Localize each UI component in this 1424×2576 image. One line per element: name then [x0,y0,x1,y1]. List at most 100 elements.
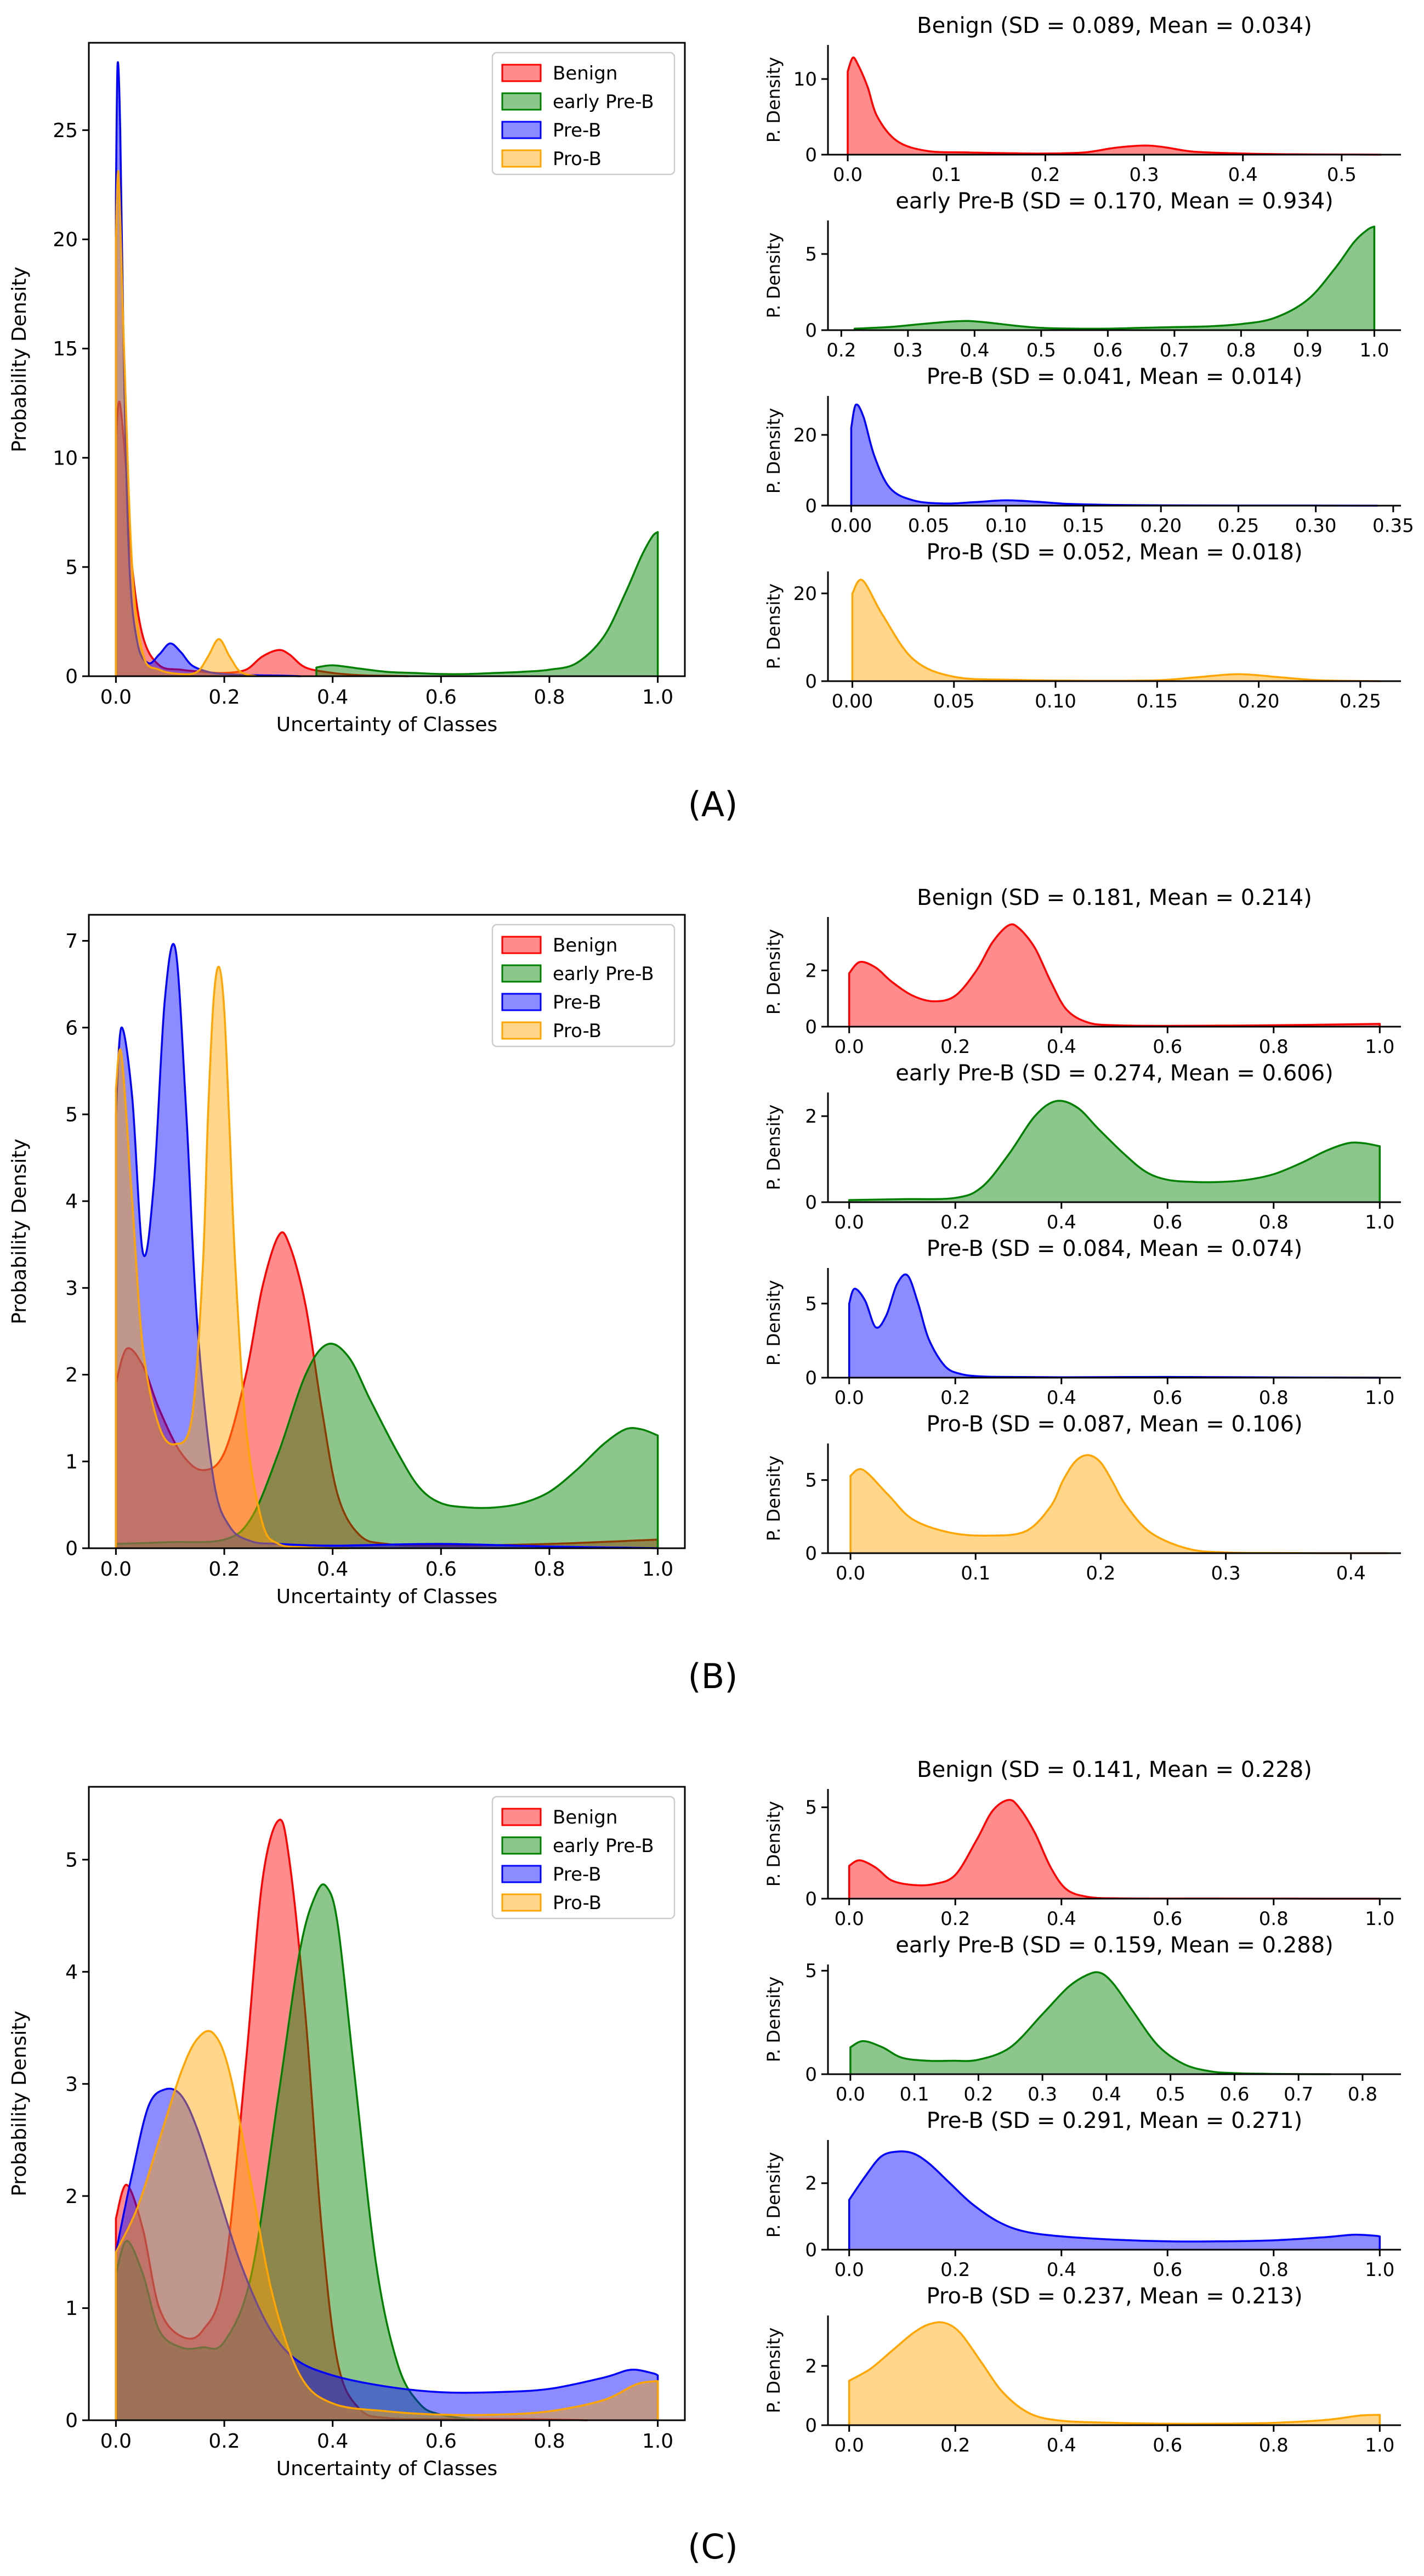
subplot-early-pre-b: 0.0 0.1 0.2 0.3 0.4 0.5 0.6 0.7 0.8 0 5 early Pre-B… [763,1933,1401,2105]
x-tick-label: 0.00 [831,515,872,537]
legend-swatch-early-pre-b [501,964,542,983]
y-axis-label: Probability Density [8,267,31,452]
x-tick-label: 0.8 [1259,2259,1289,2281]
series-benign-line [115,400,409,677]
y-tick-label: 0 [805,1016,817,1038]
series-early-pre-b-line [115,1343,659,1548]
legend-label-early-pre-b: early Pre-B [553,963,654,985]
subplot-title: Pro-B (SD = 0.087, Mean = 0.106) [926,1412,1302,1437]
subplot-benign-area [849,924,1380,1027]
y-tick-label: 4 [65,1961,78,1984]
series-benign-line [115,1231,659,1548]
legend-swatch-pro-b [501,1893,542,1912]
subplot-pro-b: 0.0 0.2 0.4 0.6 0.8 1.0 0 2 Pro-B (SD = 0.237, M… [763,2284,1401,2456]
x-tick-label: 0.4 [1092,2084,1121,2105]
subplot-pro-b: 0.0 0.1 0.2 0.3 0.4 0 5 Pro-B (SD = 0.087, Mean… [763,1412,1401,1584]
y-tick-label: 5 [805,1960,817,1982]
y-tick-label: 2 [805,2356,817,2377]
subplot-early-pre-b-area [854,227,1375,330]
legend-label-benign: Benign [553,1807,617,1828]
legend-label-pre-b: Pre-B [553,120,601,141]
panel--c: 0.0 0.2 0.4 0.6 0.8 1.0 0 1 2 3 4 5 Uncertainty of C… [8,1757,1401,2567]
panel--a: 0.0 0.2 0.4 0.6 0.8 1.0 0 5 10 15 20 25 Uncertainty … [8,13,1414,824]
x-tick-label: 0.6 [1093,339,1122,361]
y-tick-label: 5 [805,1470,817,1492]
series-pro-b-line [115,966,349,1549]
x-tick-label: 0.8 [1259,1387,1289,1409]
x-tick-label: 0.8 [1226,339,1256,361]
y-tick-label: 0 [805,1888,817,1910]
subplot-title: early Pre-B (SD = 0.170, Mean = 0.934) [895,189,1334,214]
x-tick-label: 0.6 [426,1558,457,1581]
subplot-y-label: P. Density [763,1977,784,2062]
x-tick-label: 0.2 [1086,1562,1115,1584]
x-tick-label: 0.4 [1047,1387,1076,1409]
subplot-y-label: P. Density [763,1280,784,1366]
subplot-early-pre-b-area [850,1972,1331,2074]
x-tick-label: 0.2 [940,1211,970,1233]
x-tick-label: 0.15 [1063,515,1104,537]
x-tick-label: 0.00 [832,690,873,712]
series-pre-b-line [115,61,300,677]
subplot-pre-b-area [849,2151,1380,2250]
y-tick-label: 0 [805,2415,817,2437]
x-tick-label: 0.4 [960,339,989,361]
x-tick-label: 0.4 [317,1558,348,1581]
y-tick-label: 0 [65,2410,78,2432]
x-tick-label: 0.0 [835,1036,864,1058]
series-benign-area [116,1819,588,2420]
subplot-benign: 0.0 0.2 0.4 0.6 0.8 1.0 0 5 Benign (SD = 0.141, … [763,1757,1401,1930]
series-early-pre-b-area [316,532,658,676]
x-tick-label: 0.4 [317,686,348,709]
legend-label-pre-b: Pre-B [553,992,601,1014]
plot-frame-top [88,914,686,1549]
x-tick-label: 0.3 [1028,2084,1057,2105]
y-tick-label: 20 [793,424,817,446]
y-tick-label: 0 [805,1543,817,1565]
subplot-pro-b: 0.00 0.05 0.10 0.15 0.20 0.25 0 20 Pro-B (SD = 0… [763,540,1401,712]
legend-swatch-benign [501,936,542,954]
x-tick-label: 0.4 [1047,1908,1076,1930]
legend-label-early-pre-b: early Pre-B [553,1835,654,1857]
y-tick-label: 5 [805,244,817,265]
x-tick-label: 0.6 [1153,2435,1182,2456]
legend: Benign early Pre-B Pre-B Pro-B [491,52,676,175]
x-tick-label: 0.20 [1140,515,1182,537]
y-tick-label: 0 [805,1192,817,1214]
subplot-benign-area [848,57,1381,155]
panel-label: (A) [688,784,738,824]
legend: Benign early Pre-B Pre-B Pro-B [491,1796,676,1920]
x-tick-label: 0.4 [1047,2435,1076,2456]
legend-label-early-pre-b: early Pre-B [553,91,654,113]
x-tick-label: 0.0 [833,164,863,186]
subplot-y-label: P. Density [763,1105,784,1190]
x-tick-label: 0.2 [963,2084,993,2105]
x-axis-label: Uncertainty of Classes [276,2458,498,2480]
series-pro-b-area [116,171,257,676]
x-tick-label: 0.2 [208,2430,240,2453]
y-tick-label: 2 [65,2186,78,2208]
x-tick-label: 0.6 [426,2430,457,2453]
legend-swatch-pre-b [501,1865,542,1883]
x-tick-label: 1.0 [642,686,673,709]
subplot-pro-b-area [849,2322,1380,2425]
x-tick-label: 0.2 [940,2259,970,2281]
legend-swatch-benign [501,1808,542,1826]
subplot-pre-b: 0.0 0.2 0.4 0.6 0.8 1.0 0 2 Pre-B (SD = 0.291, M… [763,2108,1401,2281]
x-tick-label: 0.05 [933,690,975,712]
x-tick-label: 0.8 [534,1558,565,1581]
x-tick-label: 0.4 [317,2430,348,2453]
legend-box [491,52,676,175]
series-pro-b-area [116,2031,658,2420]
subplot-title: Pre-B (SD = 0.291, Mean = 0.271) [927,2108,1303,2133]
plot-frame-top [88,1786,686,2421]
y-tick-label: 0 [805,2064,817,2086]
main-density-plot: 0.0 0.2 0.4 0.6 0.8 1.0 0 1 2 3 4 5 6 7 Uncertainty of… [8,914,686,1608]
x-tick-label: 0.0 [835,2435,864,2456]
x-tick-label: 0.8 [1259,1211,1289,1233]
x-tick-label: 0.0 [100,1558,132,1581]
x-tick-label: 1.0 [1359,339,1389,361]
x-tick-label: 0.7 [1160,339,1189,361]
series-pro-b-line [115,2030,659,2420]
